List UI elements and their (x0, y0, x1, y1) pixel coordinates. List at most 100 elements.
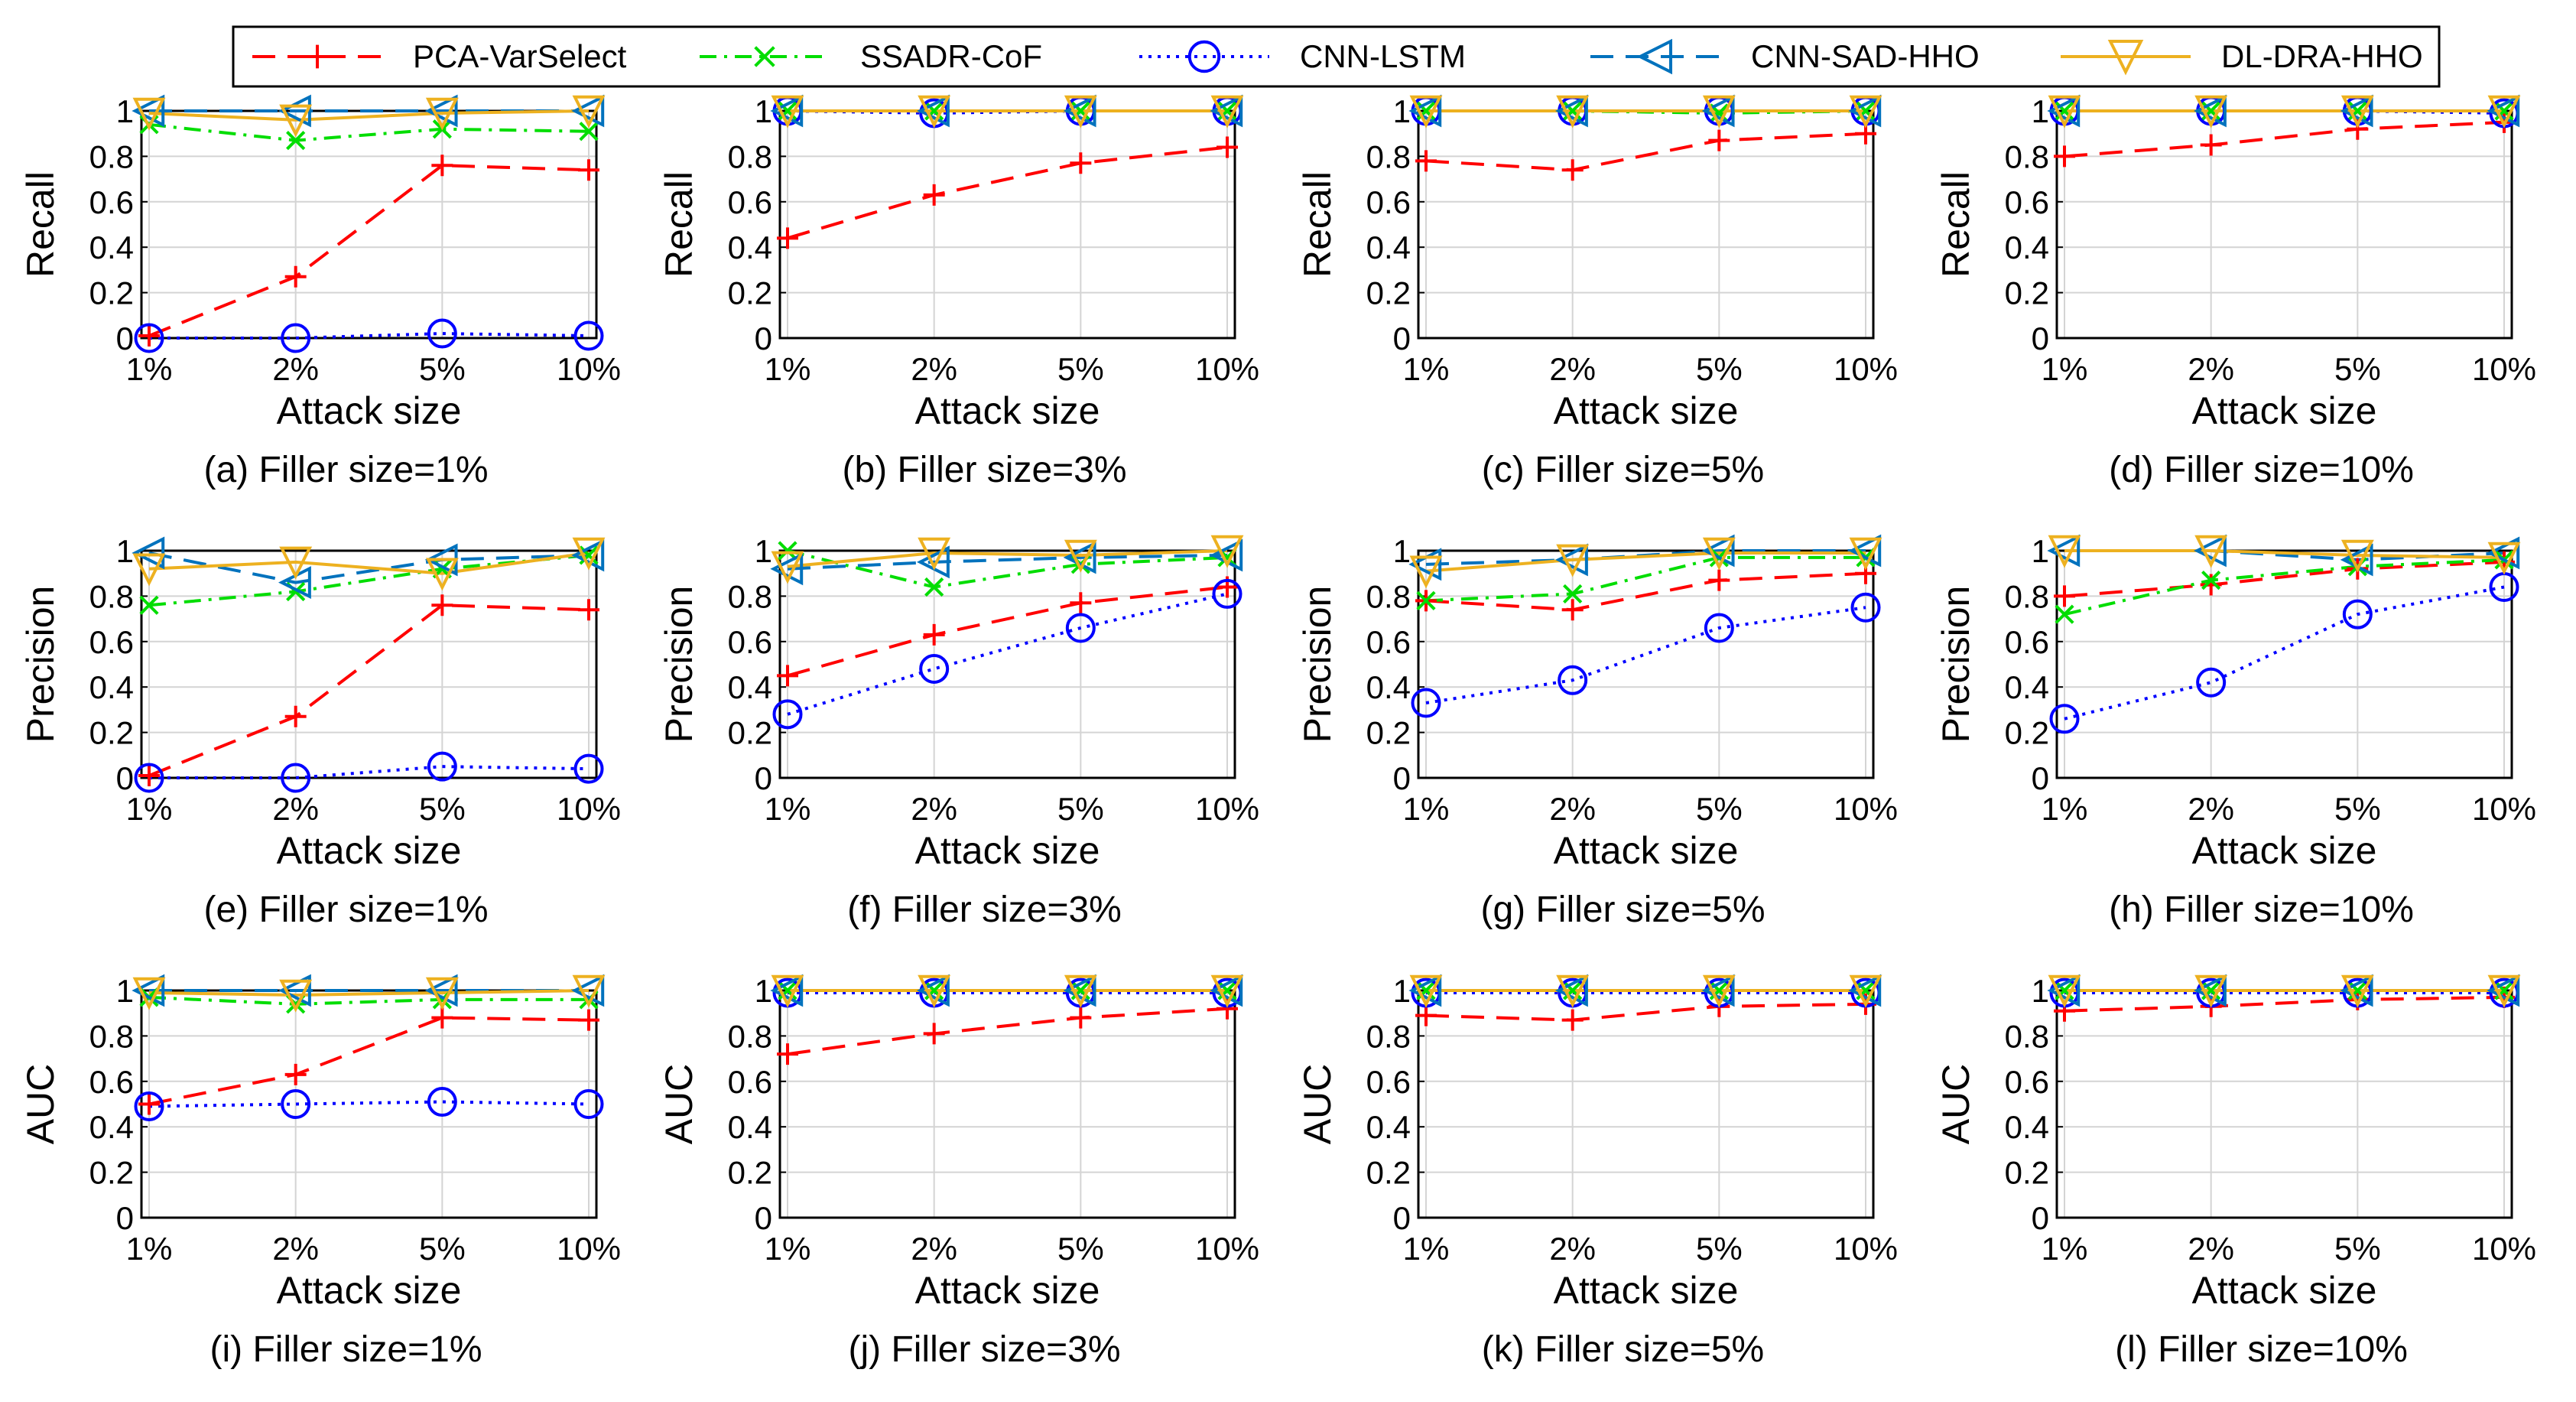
x-axis-label: Attack size (915, 389, 1100, 432)
x-tick-label: 10% (2472, 351, 2536, 387)
data-point-pca-varselect (2054, 585, 2075, 607)
x-tick-label: 5% (1696, 791, 1743, 827)
data-point-cnn-sad-hho (1210, 94, 1243, 128)
data-point-ssadr-cof (778, 541, 797, 561)
series-line-pca-varselect (1425, 1002, 1866, 1022)
data-point-cnn-lstm (1065, 613, 1096, 643)
data-point-cnn-sad-hho (1210, 974, 1243, 1007)
data-point-pca-varselect (777, 665, 798, 687)
data-point-cnn-sad-hho (2193, 974, 2227, 1007)
y-tick-label: 0.6 (2005, 624, 2049, 660)
chart-panels: 0 0.2 0.4 0.6 0.8 1 1% 2% 5% 10% Attack size Recall… (19, 93, 2536, 1370)
data-point-dl-dra-hho (1064, 539, 1097, 573)
data-point-dl-dra-hho (279, 979, 313, 1013)
series-line-dl-dra-hho (148, 551, 590, 575)
data-point-cnn-lstm (919, 653, 950, 684)
y-tick-label: 0.2 (2005, 275, 2049, 311)
data-point-cnn-lstm (1704, 613, 1734, 643)
axes-box (2055, 549, 2513, 779)
y-tick-label: 1 (1393, 533, 1411, 569)
data-point-cnn-lstm (427, 1087, 457, 1117)
data-point-cnn-sad-hho (1063, 541, 1096, 574)
y-tick-label: 0.8 (2005, 578, 2049, 614)
y-tick-label: 1 (755, 973, 772, 1009)
series-line-pca-varselect (2064, 560, 2505, 598)
panel-caption: (j) Filler size=3% (848, 1329, 1120, 1370)
panel-caption: (e) Filler size=1% (203, 890, 488, 930)
y-tick-label: 0.2 (89, 1155, 134, 1191)
y-tick-label: 0.4 (2005, 669, 2049, 705)
x-axis-label: Attack size (2192, 1269, 2377, 1312)
data-point-cnn-sad-hho (770, 974, 804, 1007)
y-axis-label: Recall (1934, 171, 1977, 278)
series-line-pca-varselect (2064, 120, 2505, 158)
series-line-cnn-sad-hho (148, 551, 590, 584)
data-point-pca-varselect (1708, 569, 1730, 591)
panel-h: 0 0.2 0.4 0.6 0.8 1 1% 2% 5% 10% Attack size Precis… (1934, 533, 2536, 930)
y-tick-label: 0.6 (1366, 624, 1411, 660)
y-tick-label: 0.6 (89, 624, 134, 660)
series-line-dl-dra-hho (148, 989, 590, 997)
legend-marker-cnn-sad-hho (1636, 38, 1673, 75)
y-tick-label: 0 (116, 1200, 134, 1236)
y-tick-label: 0.4 (1366, 669, 1411, 705)
x-tick-label: 5% (419, 351, 466, 387)
data-point-cnn-lstm (2049, 704, 2080, 734)
y-tick-label: 0.8 (1366, 1018, 1411, 1054)
x-tick-label: 2% (2188, 351, 2234, 387)
y-tick-label: 1 (755, 533, 772, 569)
y-axis-label: Precision (658, 586, 700, 743)
legend-label-cnn-lstm: CNN-LSTM (1300, 38, 1466, 74)
series-line-pca-varselect (787, 585, 1228, 678)
data-point-ssadr-cof (286, 130, 306, 151)
y-tick-label: 0.6 (728, 184, 772, 220)
y-tick-label: 0.4 (2005, 1109, 2049, 1145)
data-point-dl-dra-hho (1210, 535, 1244, 568)
x-tick-label: 2% (2188, 1231, 2234, 1267)
data-point-ssadr-cof (924, 577, 944, 597)
panel-caption: (b) Filler size=3% (842, 450, 1126, 490)
x-axis-label: Attack size (2192, 829, 2377, 872)
data-point-pca-varselect (1217, 136, 1238, 158)
y-tick-label: 0.4 (728, 229, 772, 265)
data-point-pca-varselect (138, 325, 160, 347)
y-tick-label: 0.4 (728, 669, 772, 705)
x-tick-label: 1% (1403, 351, 1450, 387)
x-axis-label: Attack size (2192, 389, 2377, 432)
data-point-cnn-sad-hho (770, 94, 804, 128)
data-point-dl-dra-hho (572, 537, 606, 571)
data-point-dl-dra-hho (2487, 542, 2521, 575)
x-tick-label: 1% (1403, 1231, 1450, 1267)
x-tick-label: 2% (2188, 791, 2234, 827)
x-tick-label: 10% (557, 1231, 621, 1267)
x-tick-label: 5% (419, 1231, 466, 1267)
data-point-cnn-sad-hho (1063, 974, 1096, 1007)
y-tick-label: 0.2 (1366, 1155, 1411, 1191)
x-tick-label: 1% (2042, 1231, 2088, 1267)
data-point-cnn-lstm (2342, 599, 2373, 629)
series-line-dl-dra-hho (148, 109, 590, 122)
series-line-pca-varselect (1425, 132, 1866, 172)
data-point-dl-dra-hho (1064, 974, 1097, 1008)
data-point-pca-varselect (1070, 592, 1092, 614)
y-axis-label: Precision (1296, 586, 1339, 743)
y-tick-label: 0 (1393, 1200, 1411, 1236)
series-line-pca-varselect (787, 1007, 1228, 1056)
series-line-ssadr-cof (2064, 558, 2505, 616)
legend-label-pca-varselect: PCA-VarSelect (413, 38, 627, 74)
series-line-dl-dra-hho (787, 549, 1228, 568)
y-tick-label: 0 (755, 760, 772, 796)
data-point-cnn-sad-hho (1554, 974, 1588, 1007)
y-tick-label: 0.8 (2005, 1018, 2049, 1054)
data-point-pca-varselect (2054, 145, 2075, 168)
x-tick-label: 1% (126, 1231, 173, 1267)
x-tick-label: 1% (126, 351, 173, 387)
y-tick-label: 0.2 (1366, 715, 1411, 751)
y-tick-label: 0.4 (1366, 1109, 1411, 1145)
data-point-dl-dra-hho (918, 974, 951, 1008)
data-point-dl-dra-hho (771, 974, 804, 1008)
series-line-ssadr-cof (787, 549, 1228, 589)
data-point-pca-varselect (1561, 599, 1584, 621)
x-tick-label: 2% (1549, 791, 1596, 827)
